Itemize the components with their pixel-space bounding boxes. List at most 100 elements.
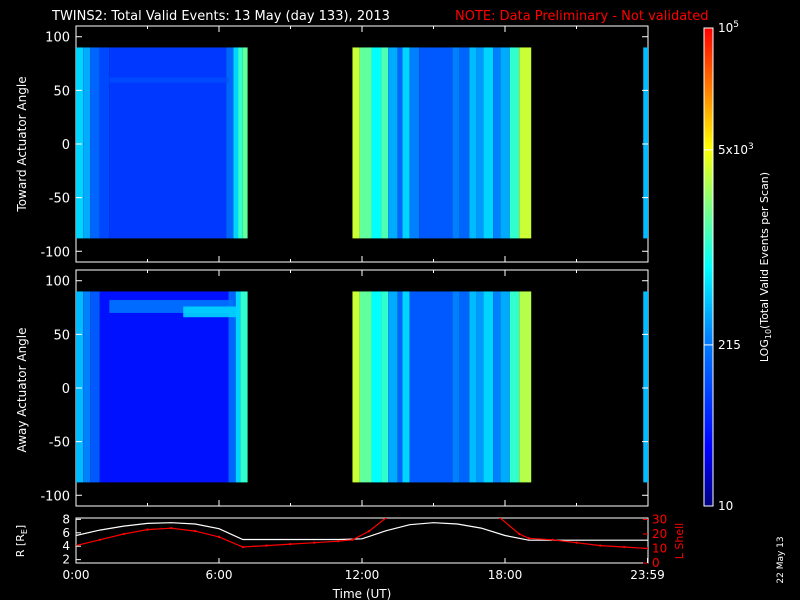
away-heatmap (76, 291, 648, 483)
toward-column (469, 47, 477, 239)
colorbar-tick-exponent: 5 (733, 20, 739, 30)
away-column (228, 291, 236, 483)
away-column (235, 291, 241, 483)
l-shell-line (499, 518, 648, 550)
toward-ytick-label: 0 (62, 138, 70, 153)
away-column (409, 291, 453, 483)
away-column (500, 291, 510, 483)
preliminary-note: NOTE: Data Preliminary - Not validated (455, 9, 709, 24)
r-ytick-label: 8 (62, 512, 70, 526)
away-ytick-label: -100 (40, 489, 70, 504)
toward-ylabel: Toward Actuator Angle (15, 76, 29, 212)
colorbar-tick-base: 5x10 (718, 143, 748, 157)
away-ytick-label: 100 (45, 275, 70, 290)
side-date: 22 May 13 (776, 536, 786, 583)
toward-column (359, 47, 372, 239)
figure-title: TWINS2: Total Valid Events: 13 May (day … (51, 9, 390, 24)
away-axes: 100 50 0 -50 -100 (40, 270, 649, 506)
toward-axes: 100 50 0 -50 -100 (40, 26, 649, 262)
time-xtick-label: 6:00 (206, 568, 233, 582)
colorbar-gradient (703, 27, 714, 507)
toward-column (402, 47, 410, 239)
toward-column (109, 47, 227, 239)
toward-faint-band (109, 77, 229, 83)
toward-column (233, 47, 239, 239)
colorbar-label: LOG10(Total Valid Events per Scan) (758, 172, 773, 362)
colorbar-label-sub: 10 (764, 329, 773, 339)
toward-column (500, 47, 510, 239)
away-column (469, 291, 477, 483)
l-shell-ytick-label: 20 (652, 527, 667, 541)
away-column (359, 291, 372, 483)
time-axis-label: Time (UT) (332, 587, 392, 600)
away-column (509, 291, 520, 483)
away-column (90, 291, 100, 483)
l-shell-ytick-label: 30 (652, 512, 667, 526)
colorbar-label-rest: (Total Valid Events per Scan) (758, 172, 771, 329)
toward-column (242, 47, 248, 239)
toward-column (419, 47, 453, 239)
toward-ytick-label: -100 (40, 245, 70, 260)
toward-column (83, 47, 91, 239)
away-ylabel: Away Actuator Angle (15, 327, 29, 452)
time-xtick-label: 23:59 (630, 568, 665, 582)
colorbar-tick-base: 215 (718, 338, 741, 352)
colorbar-tick-label: 5x103 (718, 142, 754, 157)
ephemeris-lines (76, 518, 648, 550)
toward-panel: 100 50 0 -50 -100 Toward Actuator Angle (15, 25, 649, 263)
toward-column (352, 47, 360, 239)
toward-column (371, 47, 382, 239)
away-ytick-label: 50 (53, 328, 70, 343)
toward-column (381, 47, 389, 239)
l-shell-axis-label: L Shell (673, 523, 686, 559)
colorbar-tick-exponent: 3 (748, 142, 754, 152)
toward-column (226, 47, 234, 239)
toward-column (452, 47, 460, 239)
away-column (381, 291, 389, 483)
away-column (402, 291, 410, 483)
toward-column (509, 47, 520, 239)
away-column (240, 291, 248, 483)
toward-column (238, 47, 243, 239)
colorbar-tick-base: 10 (718, 499, 733, 513)
colorbar-tick-label: 105 (718, 20, 739, 35)
away-column (459, 291, 470, 483)
toward-column (99, 47, 110, 239)
toward-column (459, 47, 470, 239)
toward-ytick-label: 50 (53, 84, 70, 99)
away-column (388, 291, 398, 483)
toward-column (476, 47, 484, 239)
away-ytick-label: 0 (62, 382, 70, 397)
toward-column (76, 47, 84, 239)
away-column (76, 291, 84, 483)
away-ytick-label: -50 (49, 436, 70, 451)
r-ytick-label: 6 (62, 526, 70, 540)
time-xtick-label: 12:00 (345, 568, 380, 582)
away-column (452, 291, 460, 483)
toward-ytick-label: -50 (49, 192, 70, 207)
away-column (352, 291, 360, 483)
colorbar-tick-base: 10 (718, 21, 733, 35)
away-column (371, 291, 382, 483)
away-column (643, 291, 648, 483)
toward-heatmap (76, 47, 648, 239)
away-column (397, 291, 403, 483)
toward-column (409, 47, 420, 239)
away-upper-band-bright (183, 306, 239, 318)
toward-column (643, 47, 648, 239)
away-column (519, 291, 532, 483)
time-xtick-label: 18:00 (488, 568, 523, 582)
r-axis-label-sub: E (20, 529, 29, 534)
toward-column (483, 47, 494, 239)
r-axis-label-main: R [R (14, 534, 27, 557)
r-axis-label-close: ] (14, 525, 27, 529)
colorbar-tick-label: 10 (718, 499, 733, 513)
away-panel: 100 50 0 -50 -100 Away Actuator Angle (15, 269, 649, 507)
toward-column (519, 47, 532, 239)
away-column (83, 291, 91, 483)
away-column (476, 291, 484, 483)
